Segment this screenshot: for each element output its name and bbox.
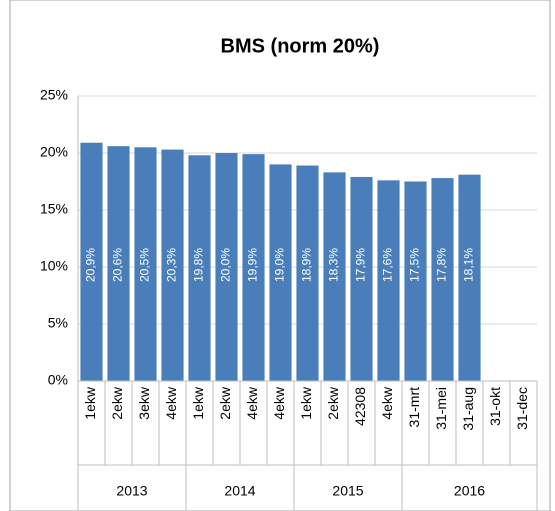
bar bbox=[377, 180, 400, 381]
x-tick-label: 2ekw bbox=[109, 386, 125, 420]
y-tick-label: 0% bbox=[48, 372, 68, 388]
value-label: 20,6% bbox=[111, 248, 125, 282]
group-label: 2015 bbox=[332, 483, 363, 499]
y-tick-label: 20% bbox=[40, 144, 68, 160]
x-tick-label: 4ekw bbox=[163, 386, 179, 420]
bar bbox=[404, 181, 427, 381]
x-tick-label: 31-okt bbox=[487, 387, 503, 426]
x-tick-label: 42308 bbox=[352, 387, 368, 426]
value-label: 20,5% bbox=[138, 248, 152, 282]
x-tick-label: 1ekw bbox=[298, 386, 314, 420]
x-tick-label: 1ekw bbox=[82, 386, 98, 420]
group-label: 2016 bbox=[454, 483, 485, 499]
y-tick-label: 15% bbox=[40, 201, 68, 217]
bar bbox=[350, 176, 373, 381]
bar bbox=[242, 154, 265, 381]
group-label: 2014 bbox=[224, 483, 255, 499]
value-label: 19,8% bbox=[192, 248, 206, 282]
value-label: 17,9% bbox=[354, 248, 368, 282]
x-tick-label: 1ekw bbox=[190, 386, 206, 420]
value-label: 19,9% bbox=[246, 248, 260, 282]
bar bbox=[431, 178, 454, 381]
x-tick-label: 4ekw bbox=[379, 386, 395, 420]
bar bbox=[323, 172, 346, 381]
value-label: 18,1% bbox=[462, 248, 476, 282]
x-tick-label: 3ekw bbox=[136, 386, 152, 420]
bar bbox=[80, 142, 103, 381]
value-label: 20,3% bbox=[165, 248, 179, 282]
x-tick-label: 2ekw bbox=[325, 386, 341, 420]
value-label: 17,6% bbox=[381, 248, 395, 282]
x-tick-label: 2ekw bbox=[217, 386, 233, 420]
value-label: 17,5% bbox=[408, 248, 422, 282]
value-label: 18,3% bbox=[327, 248, 341, 282]
value-label: 20,9% bbox=[84, 248, 98, 282]
x-tick-label: 31-mrt bbox=[406, 387, 422, 428]
x-tick-label: 31-dec bbox=[514, 387, 530, 430]
bar bbox=[296, 165, 319, 381]
group-label: 2013 bbox=[116, 483, 147, 499]
bar bbox=[458, 174, 481, 381]
bar bbox=[107, 146, 130, 381]
x-tick-label: 31-mei bbox=[433, 387, 449, 430]
y-tick-label: 5% bbox=[48, 315, 68, 331]
bar bbox=[188, 155, 211, 381]
bar bbox=[215, 153, 238, 381]
y-tick-label: 10% bbox=[40, 258, 68, 274]
y-tick-label: 25% bbox=[40, 87, 68, 103]
value-label: 18,9% bbox=[300, 248, 314, 282]
bar bbox=[161, 149, 184, 381]
x-tick-label: 31-aug bbox=[460, 387, 476, 431]
bar bbox=[134, 147, 157, 381]
value-label: 19,0% bbox=[273, 248, 287, 282]
x-tick-label: 4ekw bbox=[244, 386, 260, 420]
value-label: 17,8% bbox=[435, 248, 449, 282]
value-label: 20,0% bbox=[219, 248, 233, 282]
chart-title: BMS (norm 20%) bbox=[221, 35, 380, 57]
bar bbox=[269, 164, 292, 381]
x-tick-label: 4ekw bbox=[271, 386, 287, 420]
